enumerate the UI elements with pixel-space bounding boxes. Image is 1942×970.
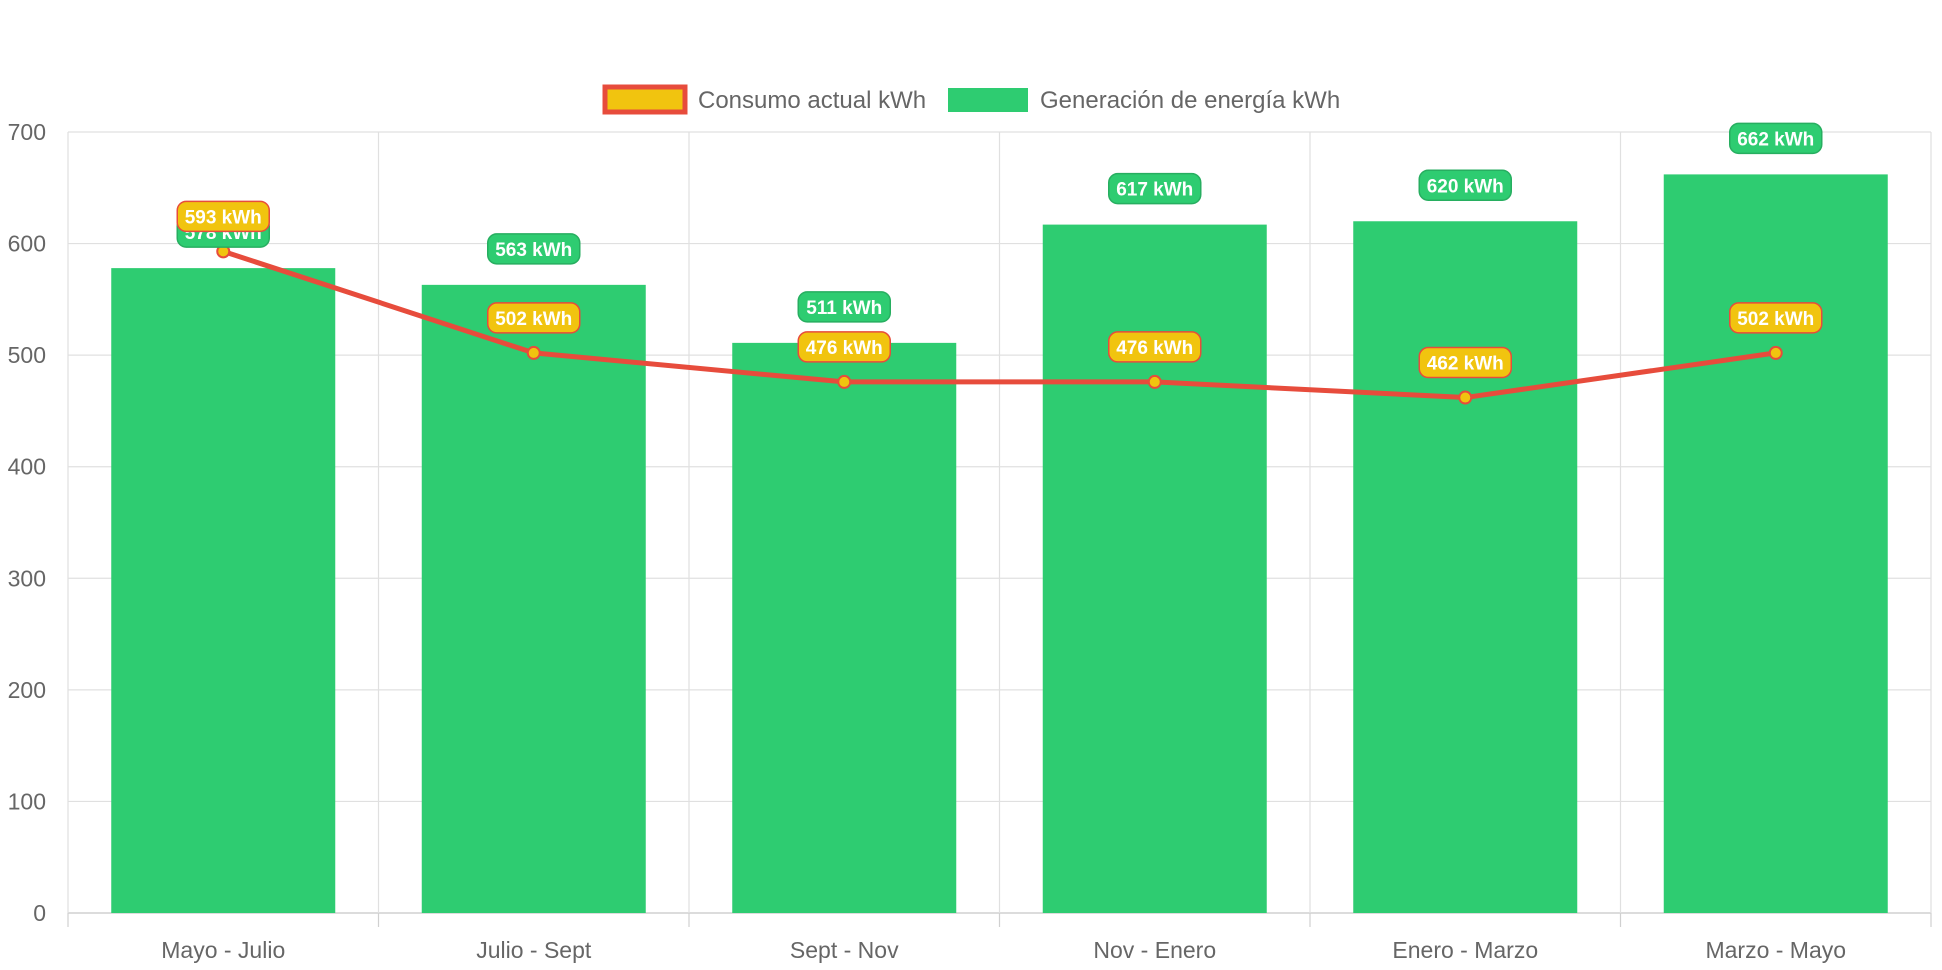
- line-value-label-text: 476 kWh: [806, 338, 883, 359]
- line-value-label-bg: [176, 200, 270, 233]
- bar-value-label: 662 kWh: [1729, 122, 1823, 155]
- legend-label-consumo: Consumo actual kWh: [698, 87, 926, 114]
- line-value-label-text: 462 kWh: [1427, 354, 1504, 375]
- line-value-label-bg: [797, 331, 891, 363]
- point-consumo[interactable]: [1458, 390, 1473, 405]
- line-value-label: 502 kWh: [487, 302, 581, 334]
- legend-swatch-consumo: [602, 84, 688, 115]
- line-value-label-bg: [1108, 331, 1202, 363]
- bar-value-label-bg: [797, 291, 891, 323]
- bar-value-label: 620 kWh: [1418, 169, 1512, 202]
- axis-layer: 0 100 200 300 400 500 600 700 Mayo - Julio Julio …: [8, 119, 1932, 963]
- point-consumo[interactable]: [837, 374, 852, 389]
- bar-value-label-text: 662 kWh: [1737, 129, 1814, 150]
- bar-generacion[interactable]: [421, 284, 646, 913]
- x-tick-label: Mayo - Julio: [161, 937, 285, 963]
- line-value-label-text: 502 kWh: [495, 309, 572, 330]
- bar-value-label-bg: [1418, 169, 1512, 202]
- legend-swatch-generacion: [948, 88, 1028, 112]
- x-tick-label: Julio - Sept: [476, 937, 592, 963]
- legend[interactable]: Consumo actual kWh Generación de energía …: [602, 84, 1340, 115]
- bar-value-label-bg: [487, 233, 581, 265]
- y-tick-label: 0: [33, 900, 46, 926]
- bar-value-label-bg: [1108, 172, 1202, 205]
- bar-value-label-text: 617 kWh: [1116, 180, 1193, 201]
- bar-generacion[interactable]: [732, 342, 957, 913]
- line-value-label: 502 kWh: [1729, 302, 1823, 334]
- bar-value-label: 617 kWh: [1108, 172, 1202, 205]
- y-tick-label: 300: [8, 565, 46, 591]
- bar-value-label: 511 kWh: [797, 291, 891, 323]
- bar-generacion[interactable]: [1042, 224, 1267, 914]
- bar-layer: [111, 174, 1888, 914]
- bar-value-label: 563 kWh: [487, 233, 581, 265]
- bar-generacion[interactable]: [1663, 174, 1888, 913]
- legend-item-generacion[interactable]: Generación de energía kWh: [948, 87, 1340, 114]
- line-value-label-text: 502 kWh: [1737, 309, 1814, 330]
- point-consumo[interactable]: [1147, 374, 1162, 389]
- bar-generacion[interactable]: [111, 268, 336, 913]
- bar-value-label-text: 563 kWh: [495, 240, 572, 261]
- y-tick-label: 600: [8, 231, 46, 257]
- x-tick-label: Sept - Nov: [790, 937, 899, 963]
- y-tick-label: 400: [8, 454, 46, 480]
- line-value-label-bg: [487, 302, 581, 334]
- x-tick-label: Enero - Marzo: [1392, 937, 1538, 963]
- line-consumo: [220, 248, 1779, 401]
- bar-value-label-text: 511 kWh: [806, 298, 882, 319]
- bar-value-label-text: 620 kWh: [1427, 176, 1504, 197]
- line-value-label-text: 476 kWh: [1116, 338, 1193, 359]
- y-tick-label: 700: [8, 119, 46, 145]
- y-tick-label: 100: [8, 788, 46, 814]
- line-value-label: 462 kWh: [1418, 346, 1512, 379]
- legend-label-generacion: Generación de energía kWh: [1040, 87, 1340, 114]
- point-consumo[interactable]: [1768, 345, 1783, 360]
- y-tick-label: 200: [8, 677, 46, 703]
- x-tick-label: Marzo - Mayo: [1705, 937, 1846, 963]
- bar-value-label-bg: [1729, 122, 1823, 155]
- line-value-label: 593 kWh: [176, 200, 270, 233]
- line-value-label-bg: [1729, 302, 1823, 334]
- x-tick-label: Nov - Enero: [1093, 937, 1216, 963]
- grid-layer: [67, 131, 1932, 914]
- line-value-label-bg: [1418, 346, 1512, 379]
- line-value-label: 476 kWh: [797, 331, 891, 363]
- legend-item-consumo[interactable]: Consumo actual kWh: [602, 84, 926, 115]
- line-value-label-text: 593 kWh: [185, 207, 262, 228]
- y-tick-label: 500: [8, 342, 46, 368]
- bar-generacion[interactable]: [1353, 221, 1578, 913]
- line-value-label: 476 kWh: [1108, 331, 1202, 363]
- point-consumo[interactable]: [526, 345, 541, 360]
